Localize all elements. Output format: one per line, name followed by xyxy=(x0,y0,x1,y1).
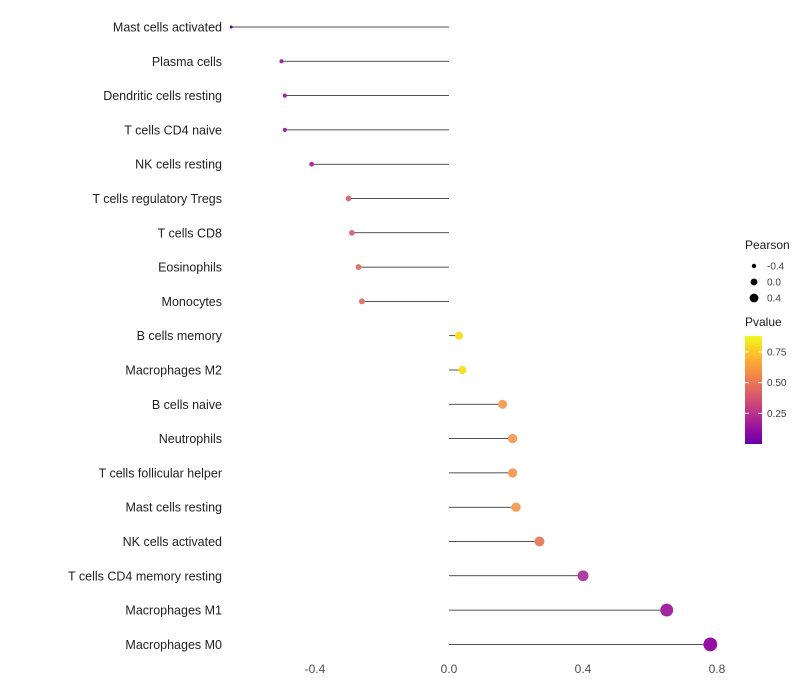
colorbar-tick-label: 0.50 xyxy=(767,378,787,389)
category-label: T cells CD8 xyxy=(158,226,222,240)
size-legend-label: 0.4 xyxy=(767,294,781,305)
lollipop-point xyxy=(358,298,365,305)
lollipop-point xyxy=(282,93,287,98)
lollipop-point xyxy=(458,365,467,375)
lollipop-point xyxy=(282,127,287,132)
lollipop-point xyxy=(309,161,315,167)
category-label: T cells CD4 naive xyxy=(124,123,222,137)
category-label: T cells follicular helper xyxy=(99,466,222,480)
x-axis-tick-label: 0.8 xyxy=(709,662,726,676)
x-axis-tick-label: 0.4 xyxy=(575,662,592,676)
category-label: T cells regulatory Tregs xyxy=(92,192,222,206)
category-label: Eosinophils xyxy=(158,261,222,275)
x-axis-tick-label: -0.4 xyxy=(305,662,326,676)
category-label: Dendritic cells resting xyxy=(103,89,222,103)
category-label: Mast cells resting xyxy=(125,501,222,515)
category-label: T cells CD4 memory resting xyxy=(68,569,222,583)
size-legend-dot xyxy=(751,263,757,269)
lollipop-point xyxy=(577,570,589,582)
category-label: Macrophages M1 xyxy=(125,604,222,618)
category-label: NK cells activated xyxy=(123,535,222,549)
size-legend-dot xyxy=(750,278,758,286)
lollipop-point xyxy=(507,433,518,444)
lollipop-point xyxy=(534,536,545,547)
lollipop-point xyxy=(660,603,674,617)
size-legend-dot xyxy=(749,293,759,303)
lollipop-point xyxy=(348,229,355,236)
category-label: Mast cells activated xyxy=(113,21,222,35)
lollipop-point xyxy=(229,25,233,29)
category-label: Monocytes xyxy=(162,295,222,309)
lollipop-point xyxy=(454,331,464,340)
category-label: Plasma cells xyxy=(152,55,222,69)
pvalue-colorbar xyxy=(745,336,762,444)
x-axis-tick-label: 0.0 xyxy=(441,662,458,676)
lollipop-point xyxy=(507,468,518,478)
colorbar-tick-label: 0.25 xyxy=(767,409,787,420)
size-legend-label: 0.0 xyxy=(767,278,781,289)
size-legend-label: -0.4 xyxy=(767,262,785,273)
color-legend-title: Pvalue xyxy=(745,315,782,329)
lollipop-point xyxy=(355,264,362,271)
category-label: B cells memory xyxy=(137,329,223,343)
category-label: Macrophages M2 xyxy=(125,364,222,378)
category-label: B cells naive xyxy=(152,398,222,412)
category-label: Neutrophils xyxy=(159,432,222,446)
category-label: NK cells resting xyxy=(135,158,222,172)
lollipop-point xyxy=(703,637,718,652)
colorbar-tick-label: 0.75 xyxy=(767,347,787,358)
size-legend-title: Pearson xyxy=(745,238,790,252)
lollipop-point xyxy=(279,59,284,64)
lollipop-point xyxy=(511,502,521,512)
category-label: Macrophages M0 xyxy=(125,638,222,652)
lollipop-point xyxy=(345,195,352,202)
lollipop-point xyxy=(498,399,508,409)
